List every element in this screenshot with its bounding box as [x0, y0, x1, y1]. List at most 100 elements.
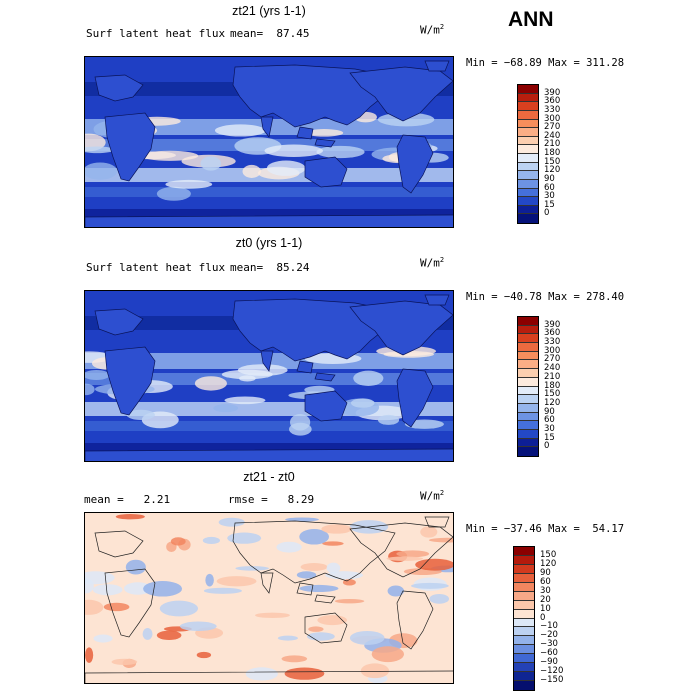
colorbar-tick-label: −20 [540, 630, 558, 641]
colorbar-tick-label: 120 [544, 397, 561, 408]
colorbar-swatch [518, 197, 538, 206]
continent-outline [260, 572, 274, 594]
colorbar-tick-label: 360 [544, 96, 561, 107]
colorbar-tick-label: 300 [544, 345, 561, 356]
diff-blob [322, 541, 344, 546]
diff-blob [334, 598, 365, 604]
colorbar-swatch [518, 119, 538, 129]
flux-blob [85, 146, 115, 154]
flux-blob [214, 124, 266, 137]
continent-outline [304, 612, 348, 644]
diff-blob [321, 524, 353, 534]
diff-blob [420, 526, 438, 538]
panel-1-mean: mean= 87.45 [230, 27, 310, 40]
colorbar-tick-label: 270 [544, 354, 561, 365]
colorbar-swatch [518, 102, 538, 111]
colorbar-swatch [514, 582, 534, 592]
colorbar-swatch [518, 154, 538, 163]
diff-blob [308, 626, 324, 632]
panel-1-map [84, 56, 454, 228]
flux-band [85, 187, 453, 197]
continent-outline [260, 350, 274, 372]
colorbar-tick-label: 15 [544, 432, 555, 443]
colorbar-swatch [518, 421, 538, 430]
colorbar-swatch [518, 334, 538, 344]
colorbar-tick-label: −30 [540, 639, 558, 650]
diff-blob [245, 667, 278, 681]
colorbar-swatch [518, 110, 538, 120]
colorbar-tick-label: 90 [544, 173, 555, 184]
panel-3-colorbar [513, 546, 535, 691]
colorbar-tick-label: 150 [544, 389, 561, 400]
colorbar-tick-label: 20 [540, 594, 551, 605]
diff-blob [300, 563, 328, 571]
colorbar-tick-label: 150 [540, 549, 557, 560]
panel-3-mean: mean = 2.21 [84, 493, 171, 506]
colorbar-tick-label: 60 [544, 415, 555, 426]
panel-2-colorbar [517, 316, 539, 457]
diff-blob [92, 584, 123, 596]
flux-blob [224, 396, 266, 405]
diff-blob [85, 647, 94, 663]
panel-2-variable: Surf latent heat flux [86, 261, 226, 274]
diff-blob [170, 537, 186, 546]
continent-outline [296, 360, 336, 382]
flux-blob [350, 398, 375, 408]
diff-blob [299, 528, 329, 545]
colorbar-tick-label: 180 [544, 380, 561, 391]
colorbar-swatch [518, 438, 538, 448]
colorbar-swatch [518, 145, 538, 154]
continent-outline [424, 516, 450, 528]
colorbar-swatch [514, 591, 534, 601]
colorbar-swatch [514, 573, 534, 583]
diff-blob [235, 566, 269, 571]
colorbar-swatch [514, 654, 534, 664]
colorbar-tick-label: 180 [544, 148, 561, 158]
colorbar-tick-label: 0 [544, 441, 550, 452]
diff-blob [227, 532, 262, 544]
colorbar-tick-label: 330 [544, 337, 561, 348]
colorbar-tick-label: 30 [544, 423, 555, 434]
diff-blob [410, 582, 449, 589]
panel-1-variable: Surf latent heat flux [86, 27, 226, 40]
continent-outline [94, 74, 144, 102]
colorbar-tick-label: 0 [540, 612, 546, 623]
diff-blob [179, 621, 217, 631]
continent-outline [85, 670, 453, 683]
diff-blob [85, 599, 104, 615]
colorbar-swatch [518, 317, 538, 326]
panel-2-map [84, 290, 454, 462]
diff-blob [296, 571, 317, 579]
diff-blob [196, 651, 212, 659]
colorbar-tick-label: 30 [544, 191, 555, 202]
diff-blob [281, 655, 308, 663]
diff-blob [205, 573, 214, 587]
flux-blob [316, 145, 365, 159]
colorbar-tick-label: 0 [544, 208, 550, 219]
world-map [85, 513, 453, 683]
diff-blob [159, 600, 199, 617]
continent-outline [104, 112, 156, 182]
colorbar-tick-label: 30 [540, 585, 551, 596]
continent-outline [94, 308, 144, 336]
diff-blob [255, 612, 290, 618]
diff-blob [125, 559, 146, 575]
continent-outline [296, 582, 336, 604]
diff-blob [218, 517, 245, 527]
flux-band [85, 421, 453, 431]
colorbar-swatch [518, 412, 538, 422]
flux-blob [221, 369, 273, 380]
colorbar-tick-label: 60 [540, 576, 551, 587]
world-map [85, 291, 453, 461]
colorbar-swatch [514, 555, 534, 565]
flux-blob [305, 129, 344, 137]
colorbar-swatch [518, 360, 538, 370]
panel-3-minmax: Min = −37.46 Max = 54.17 [466, 523, 625, 535]
colorbar-tick-label: 240 [544, 130, 561, 141]
colorbar-swatch [518, 395, 538, 404]
colorbar-swatch [518, 179, 538, 189]
continent-outline [424, 60, 450, 72]
colorbar-swatch [518, 447, 538, 456]
continent-outline [104, 346, 156, 416]
colorbar-tick-label: 60 [544, 182, 555, 193]
